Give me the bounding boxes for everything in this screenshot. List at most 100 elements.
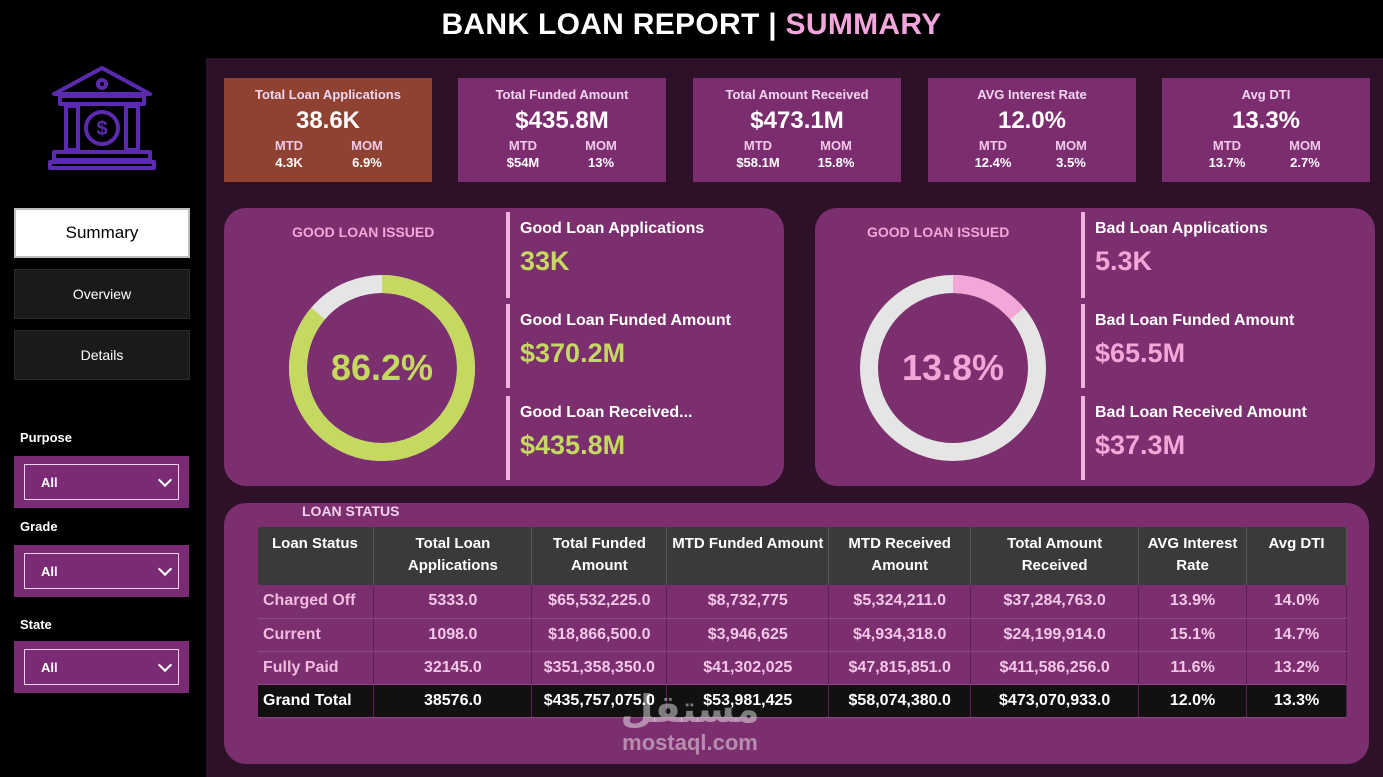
kpi-mom-label: MOM xyxy=(820,138,852,153)
purpose-filter-label: Purpose xyxy=(20,430,73,445)
donut-arc xyxy=(289,275,475,461)
nav-summary-button[interactable]: Summary xyxy=(14,208,190,258)
bad-loan-funded-stat: Bad Loan Funded Amount $65.5M xyxy=(1081,304,1341,388)
stat-value: $370.2M xyxy=(520,338,626,368)
table-row[interactable]: Current 1098.0 $18,866,500.0 $3,946,625 … xyxy=(258,618,1347,652)
table-cell: $411,586,256.0 xyxy=(970,651,1140,685)
bank-icon: $ xyxy=(48,66,156,170)
stat-label: Bad Loan Received Amount xyxy=(1095,404,1307,421)
kpi-value: 13.3% xyxy=(1231,107,1301,134)
column-header[interactable]: Loan Status xyxy=(258,527,375,585)
kpi-title: Total Amount Received xyxy=(725,87,869,102)
kpi-mom-value: 3.5% xyxy=(1056,155,1086,170)
nav-details-button[interactable]: Details xyxy=(14,330,190,380)
table-cell: 12.0% xyxy=(1138,684,1248,718)
table-header-row: Loan Status Total Loan Applications Tota… xyxy=(258,527,1347,585)
stat-label: Good Loan Applications xyxy=(520,220,705,237)
kpi-card-total-amount-received[interactable]: Total Amount Received $473.1M MTD $58.1M … xyxy=(693,78,901,182)
table-cell: $8,732,775 xyxy=(666,585,830,619)
table-cell: $435,757,075.0 xyxy=(531,684,668,718)
good-loan-title: GOOD LOAN ISSUED xyxy=(292,224,435,240)
kpi-mom-label: MOM xyxy=(1289,138,1321,153)
good-loan-donut[interactable] xyxy=(282,268,482,468)
stat-value: 33K xyxy=(520,246,570,276)
grade-filter-label: Grade xyxy=(20,519,58,534)
title-accent: SUMMARY xyxy=(785,8,942,41)
table-row[interactable]: Charged Off 5333.0 $65,532,225.0 $8,732,… xyxy=(258,585,1347,619)
kpi-mtd-label: MTD xyxy=(743,138,773,153)
kpi-mtd-value: 12.4% xyxy=(974,155,1012,170)
kpi-card-avg-dti[interactable]: Avg DTI 13.3% MTD 13.7% MOM 2.7% xyxy=(1162,78,1370,182)
table-cell: $41,302,025 xyxy=(666,651,830,685)
kpi-card-avg-interest-rate[interactable]: AVG Interest Rate 12.0% MTD 12.4% MOM 3.5% xyxy=(928,78,1136,182)
stat-value: $37.3M xyxy=(1095,430,1186,460)
good-loan-applications-stat: Good Loan Applications 33K xyxy=(506,212,766,298)
stat-label: Bad Loan Applications xyxy=(1095,220,1268,237)
kpi-mtd-value: 4.3K xyxy=(275,155,303,170)
kpi-mom-value: 6.9% xyxy=(352,155,382,170)
watermark: مستقل mostaql.com xyxy=(600,690,780,756)
table-cell: 11.6% xyxy=(1138,651,1248,685)
kpi-card-total-loan-applications[interactable]: Total Loan Applications 38.6K MTD 4.3K MO… xyxy=(224,78,432,182)
table-cell: $47,815,851.0 xyxy=(828,651,972,685)
table-cell: 13.2% xyxy=(1246,651,1347,685)
state-filter: All xyxy=(14,641,189,693)
kpi-mtd-label: MTD xyxy=(274,138,304,153)
table-cell: $473,070,933.0 xyxy=(970,684,1140,718)
column-header[interactable]: Total Loan Applications xyxy=(373,527,533,585)
table-cell: Fully Paid xyxy=(258,651,375,685)
loan-status-panel: LOAN STATUS Loan Status Total Loan Appli… xyxy=(224,503,1369,764)
table-cell: 15.1% xyxy=(1138,618,1248,652)
watermark-arabic: مستقل xyxy=(620,689,760,731)
stat-label: Good Loan Funded Amount xyxy=(520,312,731,329)
table-cell: Charged Off xyxy=(258,585,375,619)
column-header[interactable]: Total Amount Received xyxy=(970,527,1140,585)
table-cell: 13.9% xyxy=(1138,585,1248,619)
loan-status-title: LOAN STATUS xyxy=(302,503,400,519)
table-cell: $24,199,914.0 xyxy=(970,618,1140,652)
grand-total-row[interactable]: Grand Total 38576.0 $435,757,075.0 $53,9… xyxy=(258,684,1347,718)
bad-loan-panel: GOOD LOAN ISSUED 13.8% Bad Loan Applicat… xyxy=(815,208,1375,486)
table-cell: Grand Total xyxy=(258,684,375,718)
good-loan-funded-stat: Good Loan Funded Amount $370.2M xyxy=(506,304,766,388)
kpi-mom-label: MOM xyxy=(585,138,617,153)
bad-loan-donut[interactable] xyxy=(853,268,1053,468)
kpi-mtd-label: MTD xyxy=(1212,138,1242,153)
chevron-down-icon xyxy=(157,657,173,673)
column-header[interactable]: Total Funded Amount xyxy=(531,527,668,585)
page-title: BANK LOAN REPORT | SUMMARY xyxy=(0,8,1383,52)
grade-dropdown[interactable]: All xyxy=(24,553,179,589)
column-header[interactable]: AVG Interest Rate xyxy=(1138,527,1248,585)
watermark-latin: mostaql.com xyxy=(622,730,758,755)
table-cell: $3,946,625 xyxy=(666,618,830,652)
kpi-card-total-funded-amount[interactable]: Total Funded Amount $435.8M MTD $54M MOM 1… xyxy=(458,78,666,182)
kpi-title: Avg DTI xyxy=(1241,87,1291,102)
kpi-value: 12.0% xyxy=(997,107,1067,134)
bad-loan-applications-stat: Bad Loan Applications 5.3K xyxy=(1081,212,1341,298)
kpi-title: AVG Interest Rate xyxy=(977,87,1087,102)
purpose-dropdown[interactable]: All xyxy=(24,464,179,500)
table-cell: $37,284,763.0 xyxy=(970,585,1140,619)
table-cell: 32145.0 xyxy=(373,651,533,685)
table-cell: 5333.0 xyxy=(373,585,533,619)
table-cell: $4,934,318.0 xyxy=(828,618,972,652)
table-row[interactable]: Fully Paid 32145.0 $351,358,350.0 $41,30… xyxy=(258,651,1347,685)
nav-overview-button[interactable]: Overview xyxy=(14,269,190,319)
column-header[interactable]: Avg DTI xyxy=(1246,527,1347,585)
loan-status-table: Loan Status Total Loan Applications Tota… xyxy=(258,527,1347,718)
kpi-mtd-value: $58.1M xyxy=(736,155,780,170)
kpi-mom-label: MOM xyxy=(1055,138,1087,153)
grade-filter: All xyxy=(14,545,189,597)
column-header[interactable]: MTD Funded Amount xyxy=(666,527,830,585)
table-cell: $53,981,425 xyxy=(666,684,830,718)
kpi-mtd-label: MTD xyxy=(978,138,1008,153)
column-header[interactable]: MTD Received Amount xyxy=(828,527,972,585)
stat-label: Good Loan Received... xyxy=(520,404,693,421)
table-cell: 38576.0 xyxy=(373,684,533,718)
table-cell: $5,324,211.0 xyxy=(828,585,972,619)
bad-loan-received-stat: Bad Loan Received Amount $37.3M xyxy=(1081,396,1341,480)
kpi-title: Total Loan Applications xyxy=(255,87,401,102)
state-value: All xyxy=(41,659,58,675)
kpi-value: $435.8M xyxy=(515,107,609,134)
state-dropdown[interactable]: All xyxy=(24,649,179,685)
